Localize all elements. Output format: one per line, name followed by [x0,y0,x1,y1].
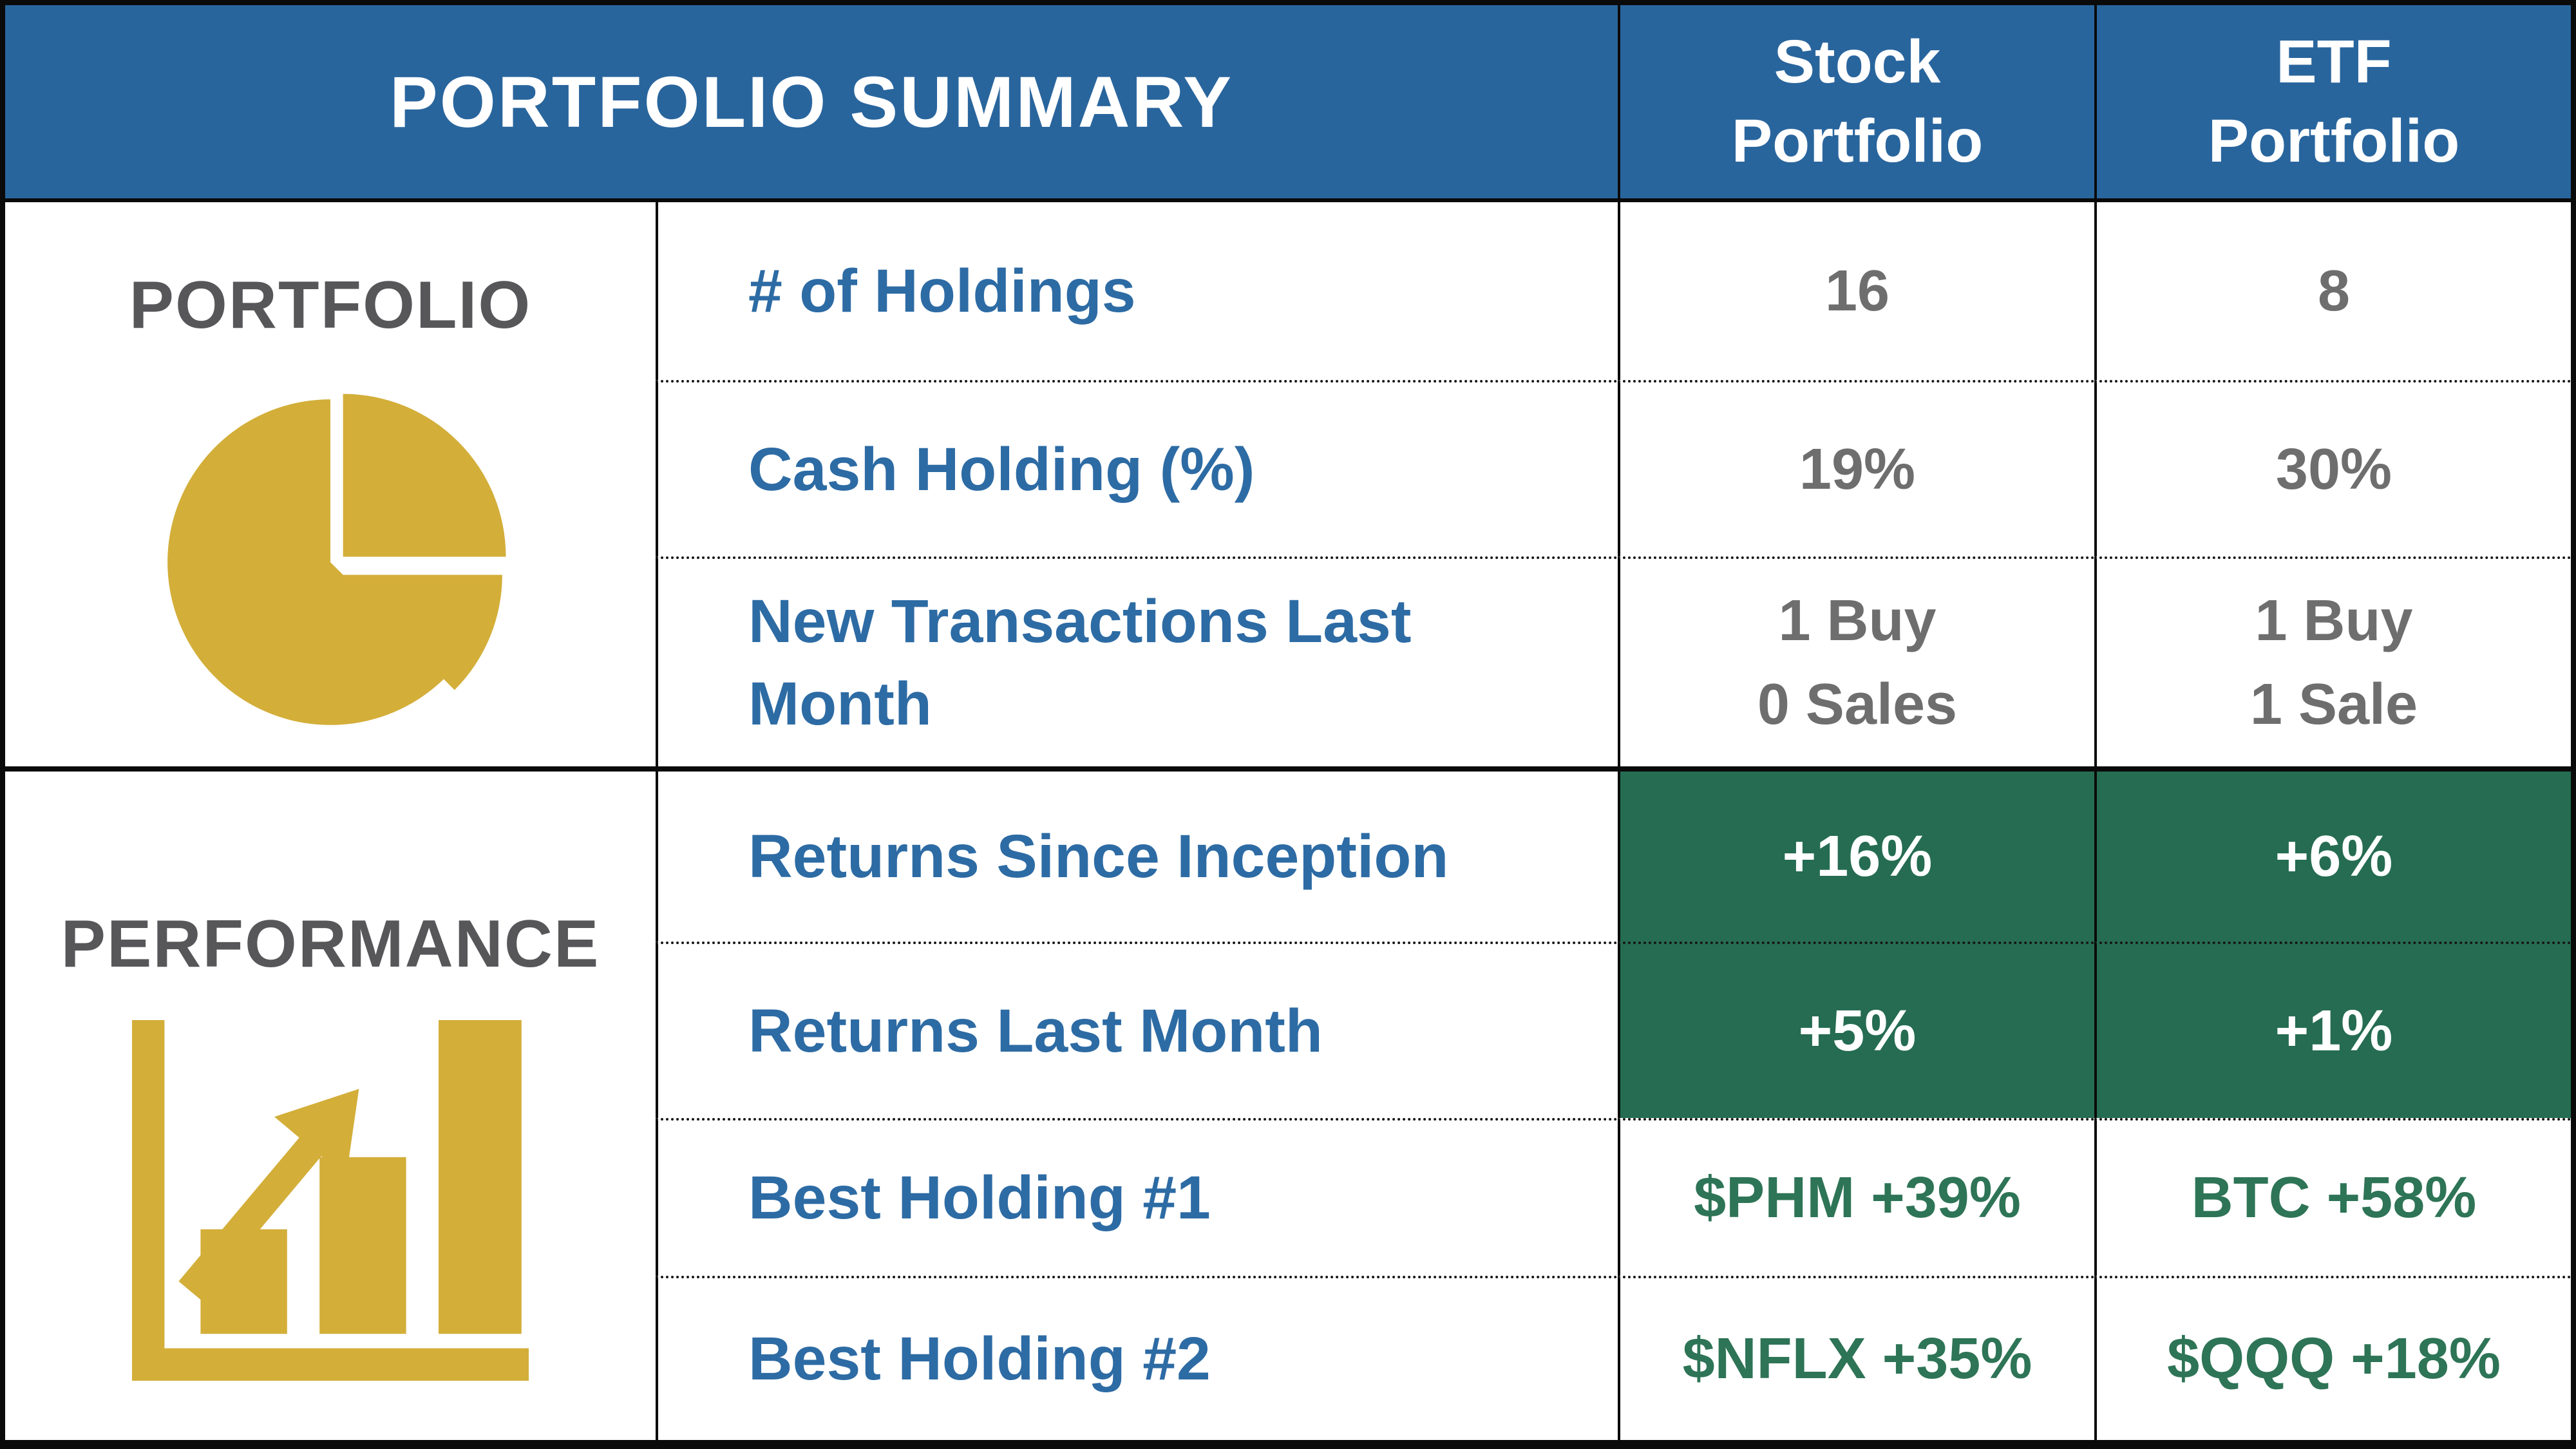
column-header-etf-portfolio: ETF Portfolio [2094,5,2571,202]
header-title-cell: PORTFOLIO SUMMARY [5,5,1618,202]
etf-value-cash-holding: 30% [2094,380,2571,556]
page-title: PORTFOLIO SUMMARY [390,61,1233,142]
bar-chart-icon [131,1019,530,1381]
row-label-new-transactions: New Transactions Last Month [656,556,1618,766]
row-label-num-holdings: # of Holdings [656,202,1618,380]
column-header-stock-portfolio: Stock Portfolio [1618,5,2094,202]
section-portfolio: PORTFOLIO [5,202,656,766]
stock-value-best-holding-1: $PHM +39% [1618,1118,2094,1276]
pie-chart-icon [147,381,514,761]
section-performance: PERFORMANCE [5,766,656,1440]
stock-value-num-holdings: 16 [1618,202,2094,380]
etf-value-new-transactions: 1 Buy 1 Sale [2094,556,2571,766]
etf-value-returns-inception: +6% [2094,766,2571,942]
stock-value-cash-holding: 19% [1618,380,2094,556]
row-label-best-holding-1: Best Holding #1 [656,1118,1618,1276]
etf-value-num-holdings: 8 [2094,202,2571,380]
section-performance-title: PERFORMANCE [61,906,600,981]
etf-value-best-holding-2: $QQQ +18% [2094,1276,2571,1440]
row-label-cash-holding: Cash Holding (%) [656,380,1618,556]
etf-value-returns-last-month: +1% [2094,942,2571,1118]
stock-value-returns-last-month: +5% [1618,942,2094,1118]
etf-value-best-holding-1: BTC +58% [2094,1118,2571,1276]
row-label-returns-last-month: Returns Last Month [656,942,1618,1118]
row-label-returns-inception: Returns Since Inception [656,766,1618,942]
stock-value-best-holding-2: $NFLX +35% [1618,1276,2094,1440]
stock-value-new-transactions: 1 Buy 0 Sales [1618,556,2094,766]
stock-value-returns-inception: +16% [1618,766,2094,942]
section-portfolio-title: PORTFOLIO [129,267,532,343]
row-label-best-holding-2: Best Holding #2 [656,1276,1618,1440]
